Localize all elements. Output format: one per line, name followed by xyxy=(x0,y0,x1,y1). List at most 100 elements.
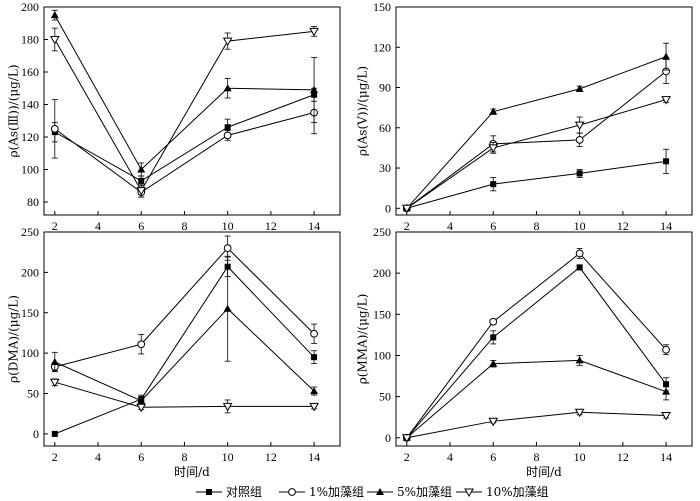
series-line xyxy=(406,160,667,209)
data-point xyxy=(576,264,583,271)
x-tick-label: 2 xyxy=(52,450,58,464)
data-point xyxy=(51,430,58,437)
x-tick-label: 2 xyxy=(404,219,410,233)
y-tick-label: 100 xyxy=(373,348,391,362)
y-axis-title: ρ(As(Ⅲ))/(μg/L) xyxy=(7,64,21,157)
legend: 对照组 1%加藻组 5%加藻组 10%加藻组 xyxy=(196,485,549,499)
data-point xyxy=(50,358,59,366)
y-tick-label: 200 xyxy=(373,266,391,280)
plot-frame xyxy=(395,6,693,216)
x-tick-label: 10 xyxy=(222,219,234,233)
y-tick-label: 50 xyxy=(27,387,39,401)
x-tick-label: 6 xyxy=(490,450,496,464)
y-tick-label: 0 xyxy=(385,201,391,215)
y-tick-label: 150 xyxy=(373,307,391,321)
data-point xyxy=(489,317,498,326)
series-line xyxy=(54,14,315,171)
series-line xyxy=(54,308,315,402)
series-line xyxy=(54,112,315,193)
x-tick-label: 8 xyxy=(533,450,539,464)
series-line xyxy=(406,56,667,209)
series-2 xyxy=(50,91,318,198)
data-point xyxy=(137,340,146,349)
series-line xyxy=(406,359,667,439)
legend-marker xyxy=(288,488,296,496)
y-tick-label: 160 xyxy=(21,65,39,79)
series-2 xyxy=(402,248,670,442)
series-4 xyxy=(49,26,319,198)
series-2 xyxy=(50,235,318,372)
x-tick-label: 10 xyxy=(574,219,586,233)
data-point xyxy=(50,11,59,19)
x-tick-label: 4 xyxy=(95,219,101,233)
data-point xyxy=(223,84,232,92)
data-point xyxy=(223,244,232,253)
x-tick-label: 14 xyxy=(308,450,320,464)
y-tick-label: 120 xyxy=(21,130,39,144)
data-point xyxy=(489,107,498,115)
data-point xyxy=(575,135,584,144)
chart-panel-bottom-left: 2 4 6 8 10 12 14 0 50 100 150 200 250 ρ(DMA)/(μg/L) 时间… xyxy=(7,225,341,479)
x-axis-title: 时间/d xyxy=(174,465,210,479)
x-tick-label: 14 xyxy=(660,219,672,233)
series-line xyxy=(406,71,667,209)
plot-frame xyxy=(43,6,341,216)
data-point xyxy=(661,412,671,421)
y-tick-label: 150 xyxy=(21,306,39,320)
series-4 xyxy=(49,378,319,414)
plot-frame xyxy=(43,231,341,447)
y-tick-label: 250 xyxy=(373,225,391,239)
data-point xyxy=(574,408,585,418)
series-line xyxy=(406,252,667,439)
data-point xyxy=(574,121,585,131)
data-point xyxy=(575,356,584,364)
data-point xyxy=(489,359,498,367)
y-tick-label: 180 xyxy=(21,33,39,47)
series-line xyxy=(54,30,315,192)
x-tick-label: 8 xyxy=(181,450,187,464)
y-tick-label: 140 xyxy=(21,98,39,112)
y-tick-label: 120 xyxy=(373,40,391,54)
y-axis-title: ρ(As(Ⅴ))/(μg/L) xyxy=(356,66,370,156)
y-tick-label: 0 xyxy=(33,427,39,441)
data-point xyxy=(137,165,146,173)
data-point xyxy=(223,304,232,312)
chart-panel-bottom-right: 2 4 6 8 10 12 14 0 50 100 150 200 250 ρ(MMA)/(μg/L) 时间… xyxy=(356,225,693,479)
y-tick-label: 100 xyxy=(21,163,39,177)
x-tick-label: 12 xyxy=(617,450,629,464)
x-tick-label: 4 xyxy=(95,450,101,464)
data-point xyxy=(662,345,670,354)
series-3 xyxy=(402,355,671,441)
y-tick-label: 0 xyxy=(385,431,391,445)
series-1 xyxy=(51,256,318,437)
data-point xyxy=(311,354,318,361)
data-point xyxy=(575,249,584,258)
data-point xyxy=(309,27,319,37)
x-tick-label: 6 xyxy=(138,219,144,233)
series-3 xyxy=(50,255,319,406)
x-tick-label: 14 xyxy=(660,450,672,464)
data-point xyxy=(136,403,147,413)
y-tick-label: 250 xyxy=(21,225,39,239)
legend-label: 对照组 xyxy=(226,485,262,499)
legend-label: 1%加藻组 xyxy=(309,485,364,499)
series-4 xyxy=(401,408,671,443)
series-line xyxy=(406,99,667,209)
x-tick-label: 2 xyxy=(52,219,58,233)
data-point xyxy=(488,144,499,153)
data-point xyxy=(224,124,231,131)
data-point xyxy=(490,334,497,341)
data-point xyxy=(575,84,584,92)
y-tick-label: 80 xyxy=(27,195,39,209)
x-tick-label: 14 xyxy=(308,219,320,233)
series-line xyxy=(406,411,667,439)
x-tick-label: 6 xyxy=(490,219,496,233)
data-point xyxy=(222,37,233,47)
data-point xyxy=(662,52,671,60)
data-point xyxy=(490,181,497,188)
data-point xyxy=(310,329,318,338)
y-tick-label: 50 xyxy=(379,390,391,404)
x-tick-label: 4 xyxy=(447,219,453,233)
x-tick-label: 12 xyxy=(617,219,629,233)
